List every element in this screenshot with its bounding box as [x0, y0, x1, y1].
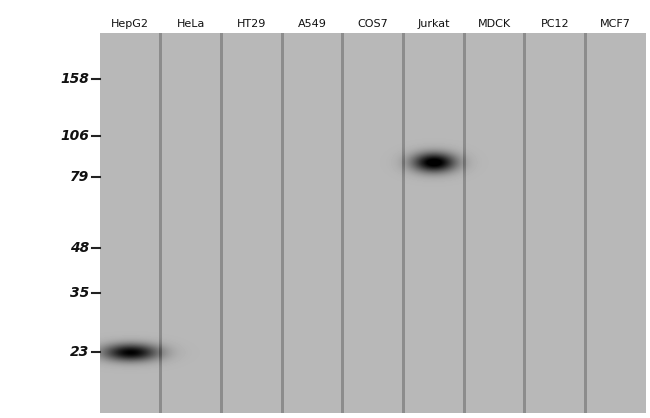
- Text: HeLa: HeLa: [177, 19, 205, 29]
- Text: Jurkat: Jurkat: [417, 19, 450, 29]
- Text: PC12: PC12: [541, 19, 569, 29]
- Text: 35: 35: [70, 286, 89, 300]
- Text: 79: 79: [70, 170, 89, 184]
- Text: 106: 106: [60, 129, 89, 143]
- Text: HepG2: HepG2: [111, 19, 150, 29]
- Text: 158: 158: [60, 72, 89, 86]
- Text: HT29: HT29: [237, 19, 266, 29]
- Text: MDCK: MDCK: [478, 19, 511, 29]
- Text: COS7: COS7: [358, 19, 389, 29]
- Text: 48: 48: [70, 241, 89, 255]
- Text: MCF7: MCF7: [600, 19, 631, 29]
- Text: A549: A549: [298, 19, 327, 29]
- Text: 23: 23: [70, 345, 89, 359]
